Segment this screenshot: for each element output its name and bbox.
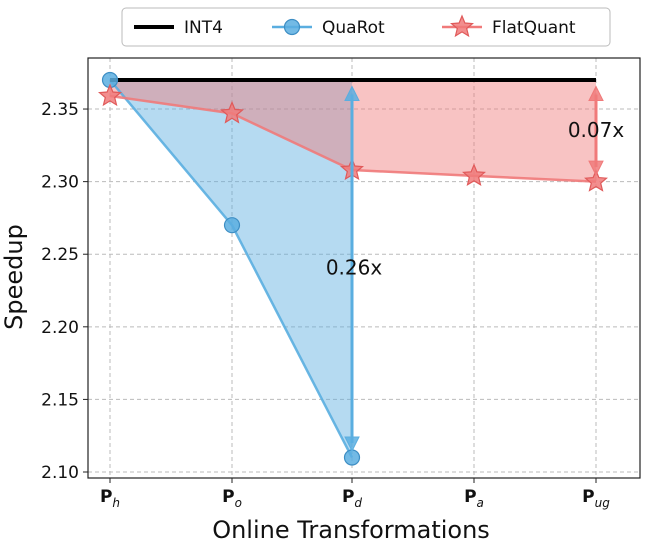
x-tick-label: Pug (582, 487, 610, 510)
x-tick-sub: ug (595, 496, 611, 510)
gap-arrow-head-up (588, 85, 604, 102)
series (97, 71, 608, 466)
quarot-gap-area (110, 80, 352, 458)
gap-annotation-label: 0.26x (326, 256, 383, 280)
x-tick-label: Ph (100, 487, 120, 510)
x-tick-sub: o (235, 496, 242, 510)
y-tick-label: 2.20 (41, 318, 79, 338)
legend-marker (283, 18, 301, 36)
x-tick-sub: h (112, 496, 120, 510)
gap-annotation-label: 0.07x (568, 118, 625, 142)
legend-label: INT4 (184, 18, 223, 38)
y-tick-label: 2.10 (41, 463, 79, 483)
x-tick-main: P (582, 487, 594, 507)
x-ticks: Ph Po Pd Pa Pug (100, 478, 610, 510)
x-tick-label: Po (222, 487, 242, 510)
flatquant-point (219, 100, 245, 124)
legend-label: FlatQuant (492, 18, 576, 38)
legend-marker (449, 14, 475, 38)
legend-frame (121, 7, 611, 47)
x-tick-main: P (222, 487, 234, 507)
x-tick-main: P (342, 487, 354, 507)
axes (87, 57, 641, 479)
x-tick-main: P (100, 487, 112, 507)
plot-frame (87, 57, 641, 479)
flatquant-point (462, 163, 486, 186)
quarot-point (343, 449, 361, 466)
x-tick-label: Pd (342, 487, 362, 510)
x-tick-sub: d (354, 496, 362, 510)
x-tick-sub: a (477, 496, 484, 510)
grid (88, 58, 640, 478)
y-tick-label: 2.30 (41, 173, 79, 193)
flatquant-point (97, 83, 123, 107)
gap-arrow-head-down (588, 160, 604, 177)
gap-arrow-head-up (344, 85, 360, 102)
legend: INT4 QuaRot FlatQuant (121, 7, 611, 47)
y-tick-label: 2.15 (41, 390, 79, 410)
quarot-point (223, 217, 241, 234)
y-axis-title: Speedup (0, 224, 28, 330)
annotations: 0.26x 0.07x (326, 85, 625, 453)
legend-label: QuaRot (322, 18, 385, 38)
x-tick-main: P (464, 487, 476, 507)
x-axis-title: Online Transformations (212, 516, 490, 544)
y-ticks: 2.10 2.15 2.20 2.25 2.30 2.35 (41, 100, 88, 483)
x-tick-label: Pa (464, 487, 484, 510)
y-tick-label: 2.35 (41, 100, 79, 120)
gap-arrow-head-down (344, 436, 360, 453)
flatquant-point (584, 169, 608, 192)
y-tick-label: 2.25 (41, 245, 79, 265)
